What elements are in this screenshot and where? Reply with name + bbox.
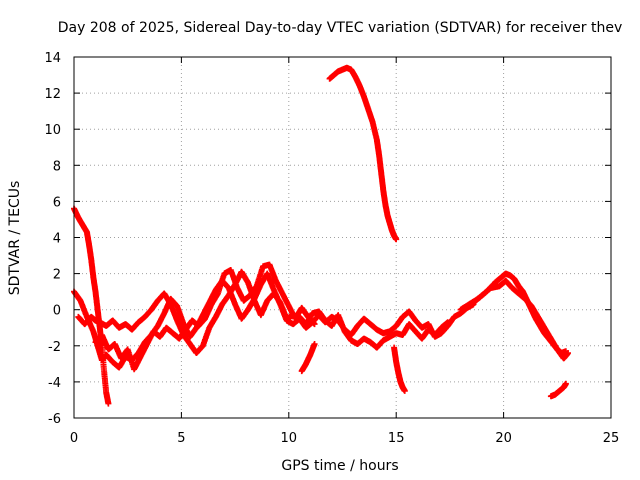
y-tick-label: 2	[53, 268, 61, 283]
x-tick-label: 0	[70, 431, 78, 446]
series-arc-g	[470, 277, 571, 362]
y-tick-label: 10	[44, 123, 61, 138]
axis-ticks: 0 5 10 15 20 25 -6 -4 -2 0 2 4 6 8 10 12 14	[44, 51, 619, 446]
y-tick-label: 12	[44, 87, 61, 102]
x-axis-label: GPS time / hours	[281, 458, 398, 474]
y-tick-label: 0	[53, 304, 61, 319]
data-point-markers	[391, 344, 408, 394]
y-tick-label: -2	[48, 340, 61, 355]
x-tick-label: 10	[281, 431, 298, 446]
series-arc-e	[326, 64, 400, 243]
y-tick-label: -4	[48, 376, 61, 391]
grid	[74, 57, 611, 418]
x-tick-label: 15	[388, 431, 405, 446]
y-tick-label: -6	[48, 412, 61, 427]
series-arc-c	[92, 261, 318, 373]
series-arc-h	[298, 341, 318, 375]
y-axis-label: SDTVAR / TECUs	[7, 181, 23, 296]
x-tick-label: 20	[495, 431, 512, 446]
data-point-markers	[298, 341, 318, 375]
data-point-markers	[547, 380, 569, 400]
x-tick-label: 5	[177, 431, 185, 446]
series-arc-d	[71, 205, 112, 407]
data-point-markers	[92, 261, 318, 373]
plot-area	[71, 64, 571, 407]
series-arc-j	[547, 380, 569, 400]
x-tick-label: 25	[603, 431, 620, 446]
y-tick-label: 8	[53, 159, 61, 174]
series-arc-i	[391, 344, 408, 394]
data-point-markers	[326, 64, 400, 243]
series-arc-b	[75, 268, 451, 356]
data-point-markers	[71, 205, 112, 407]
y-tick-label: 4	[53, 232, 61, 247]
data-point-markers	[470, 277, 571, 362]
y-tick-label: 6	[53, 195, 61, 210]
data-point-markers	[75, 268, 451, 356]
y-tick-label: 14	[44, 51, 61, 66]
chart-title: Day 208 of 2025, Sidereal Day-to-day VTE…	[58, 20, 622, 36]
